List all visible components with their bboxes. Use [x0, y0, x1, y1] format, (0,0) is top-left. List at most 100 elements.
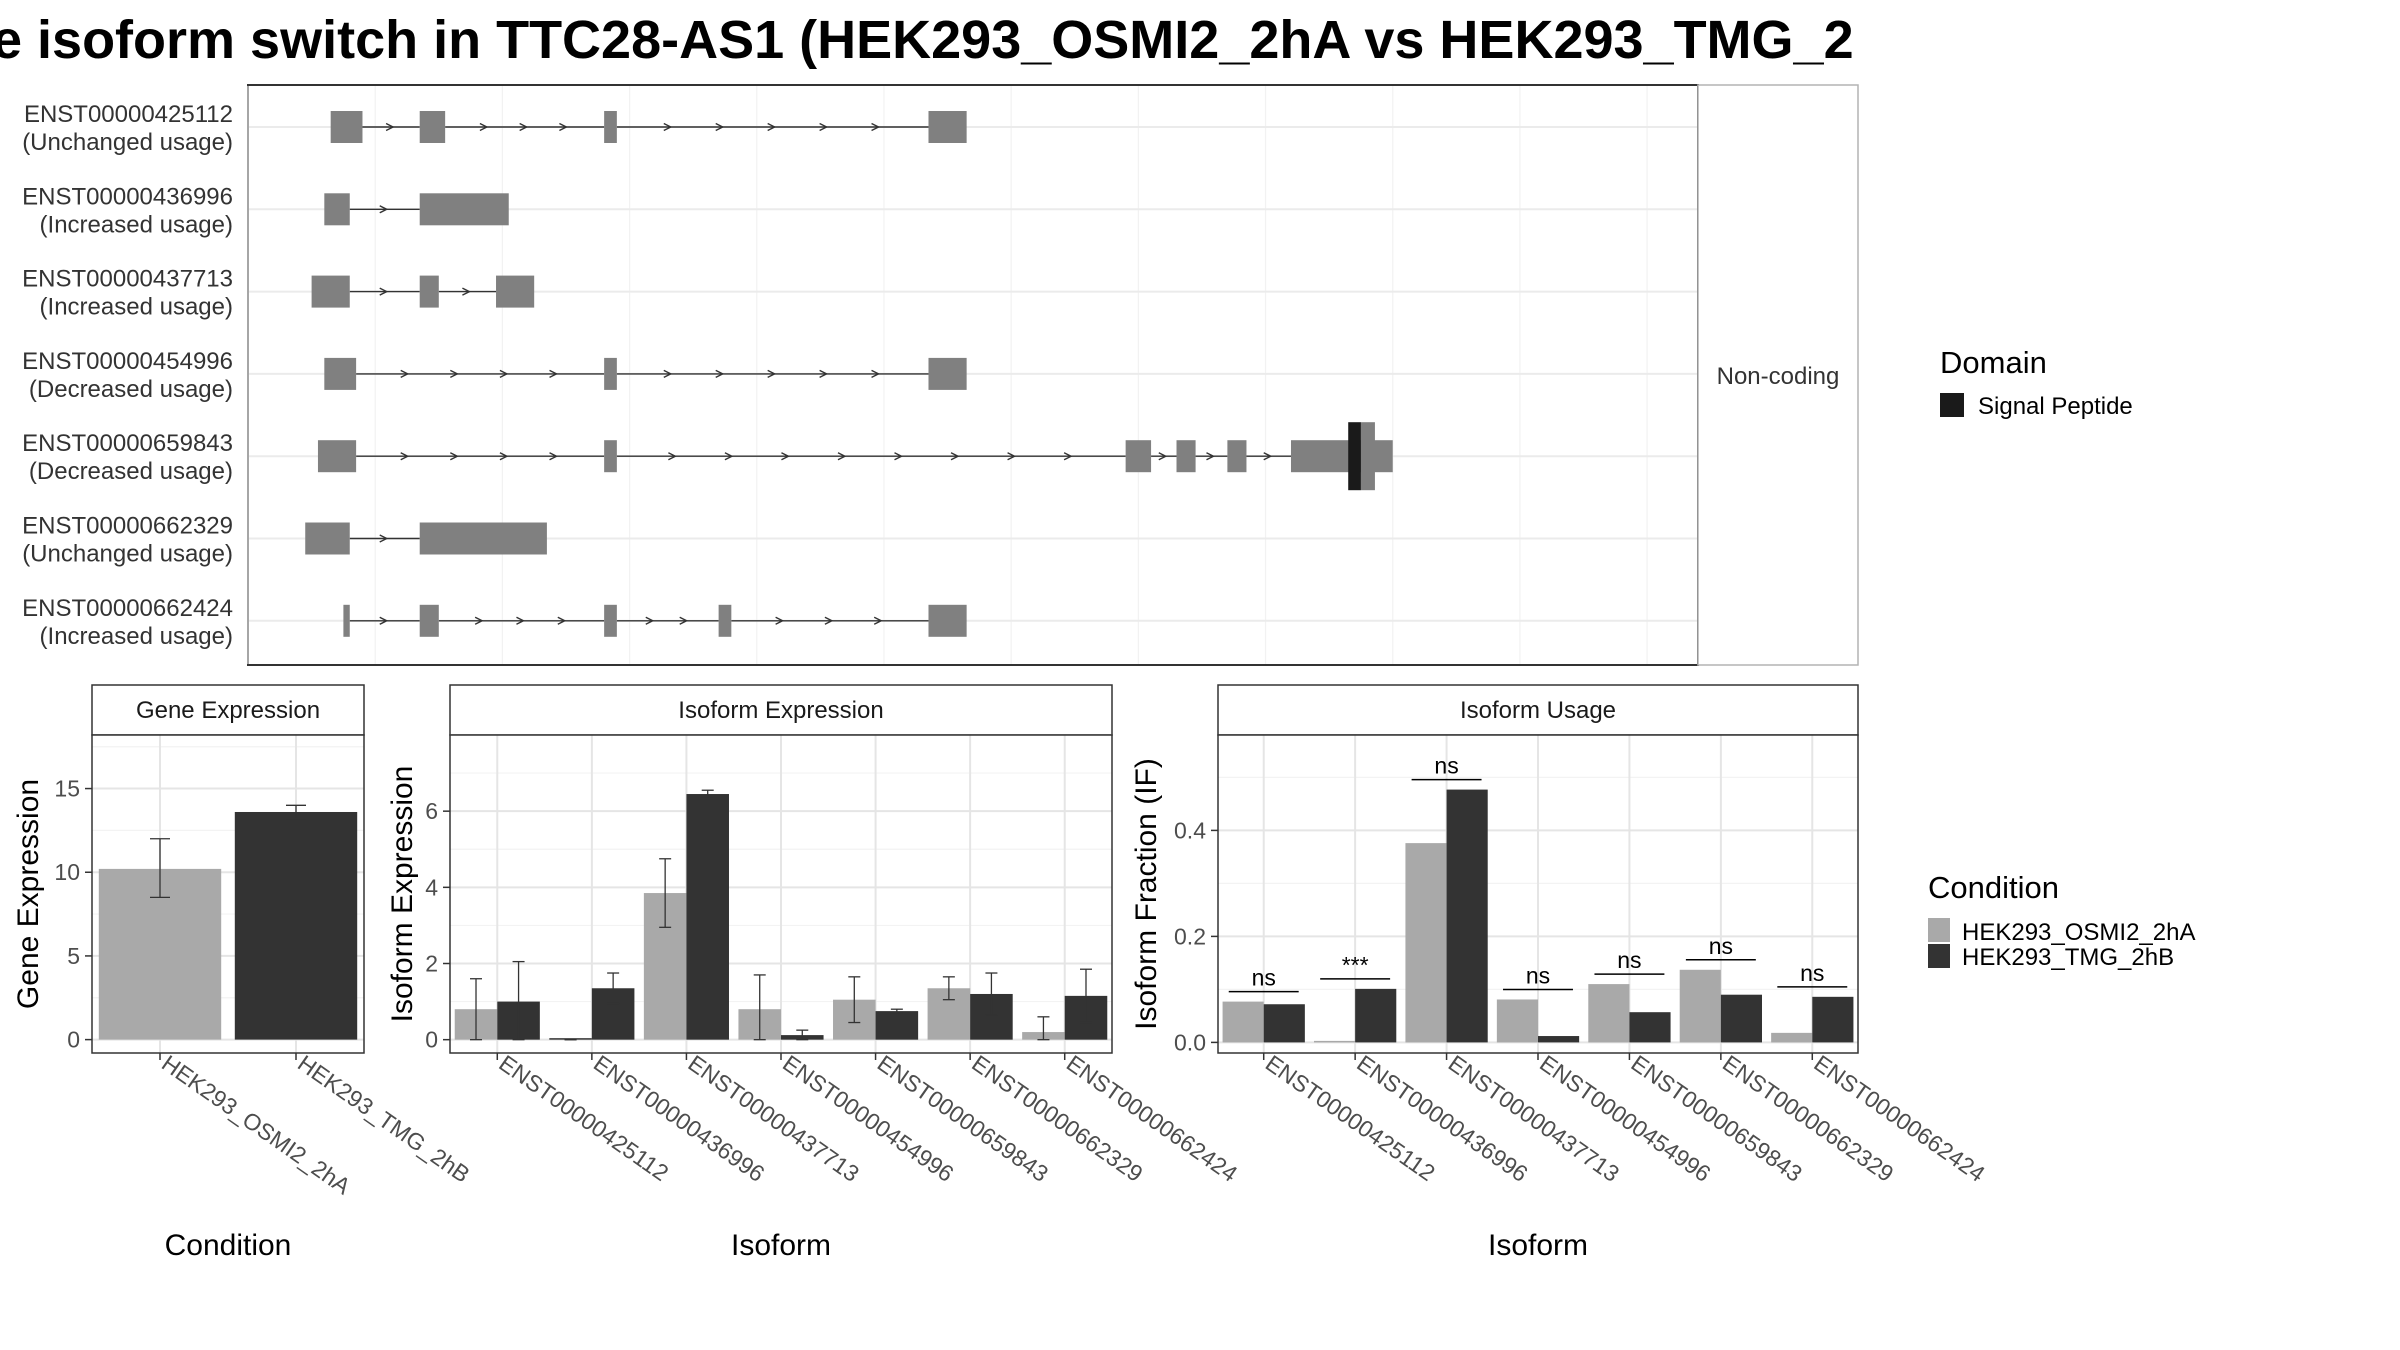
bar-panel-2: Isoform Expression0246ENST00000425112ENS…: [386, 684, 1242, 1262]
intron-arrow: [379, 287, 389, 296]
bar: [1720, 994, 1762, 1043]
x-tick-label: ENST00000437713: [684, 1050, 864, 1187]
intron-arrow: [499, 369, 509, 379]
intron-arrow: [1263, 452, 1273, 461]
error-bar: [150, 838, 170, 898]
bar: [686, 794, 729, 1040]
intron-arrow: [462, 287, 471, 296]
exon: [928, 604, 967, 637]
intron-arrow: [519, 122, 529, 132]
bar: [1263, 1004, 1305, 1043]
exon: [604, 440, 617, 473]
intron-arrow: [819, 122, 829, 132]
exon: [419, 111, 446, 143]
bar: [1588, 984, 1630, 1043]
exon: [419, 604, 439, 637]
bar: [1812, 996, 1854, 1043]
transcript-labels: ENST00000425112(Unchanged usage)ENST0000…: [22, 101, 233, 650]
transcript-usage-label: (Unchanged usage): [22, 129, 233, 156]
intron-arrow: [516, 616, 526, 625]
exon: [317, 440, 357, 473]
panel-strip: [449, 684, 1113, 736]
exon: [1176, 440, 1196, 473]
exon: [324, 357, 357, 390]
significance-label: ns: [1709, 933, 1733, 959]
exon: [604, 357, 617, 390]
error-bar: [607, 972, 620, 1005]
bar: [1355, 988, 1397, 1043]
error-bar: [753, 974, 766, 1041]
bar: [1314, 1040, 1356, 1043]
bar: [1679, 969, 1721, 1043]
transcript-row: [305, 522, 547, 555]
transcript-row: [343, 604, 967, 637]
error-bar: [1037, 1016, 1050, 1041]
intron-arrow: [775, 616, 785, 625]
bar: [1222, 1001, 1264, 1043]
intron-arrow: [871, 369, 881, 379]
intron-arrow: [663, 122, 673, 132]
error-bar: [512, 960, 525, 1041]
transcript-row: [317, 422, 1393, 491]
y-tick-label: 10: [54, 859, 80, 885]
exon: [1227, 440, 1247, 473]
domain-legend-label: Signal Peptide: [1978, 393, 2133, 420]
x-tick-label: ENST00000454996: [778, 1050, 958, 1187]
bar: [1538, 1036, 1580, 1043]
facet-strip: [1697, 84, 1859, 666]
y-tick-label: 4: [425, 874, 438, 900]
intron-arrow: [781, 452, 791, 461]
condition-legend-swatch-2: [1928, 944, 1950, 968]
significance-label: ns: [1434, 753, 1458, 779]
intron-arrow: [668, 452, 677, 461]
error-bar: [796, 1029, 809, 1041]
x-axis-title: Condition: [165, 1229, 292, 1262]
condition-legend-label-1: HEK293_OSMI2_2hA: [1962, 919, 2195, 946]
intron-arrow: [824, 616, 834, 625]
chart-title: e isoform switch in TTC28-AS1 (HEK293_OS…: [0, 10, 1854, 70]
intron-arrow: [767, 122, 777, 132]
intron-arrow: [499, 452, 509, 461]
error-bar: [286, 804, 306, 820]
panel-strip: [91, 684, 365, 736]
bar: [1446, 789, 1488, 1043]
x-tick-label: ENST00000437713: [1444, 1050, 1624, 1187]
transcript-row: [324, 357, 967, 390]
significance-label: ns: [1252, 965, 1276, 991]
domain-signal-peptide: [1348, 422, 1361, 491]
condition-legend-label-2: HEK293_TMG_2hB: [1962, 944, 2174, 971]
exon: [330, 111, 363, 143]
error-bar: [848, 976, 861, 1024]
bar-panel-3: Isoform Usage ns *** ns ns ns ns ns 0.0 0.2 0.4 ENS…: [1130, 684, 1990, 1262]
transcript-usage-label: (Increased usage): [40, 294, 233, 321]
transcript-rows: [305, 111, 1393, 637]
x-axis-title: Isoform: [1488, 1229, 1588, 1262]
transcript-id-label: ENST00000437713: [22, 266, 233, 293]
bar: [1771, 1032, 1813, 1043]
intron-arrow: [679, 616, 689, 625]
intron-arrow: [767, 369, 777, 379]
panel-title: Isoform Expression: [678, 697, 883, 724]
x-tick-label: ENST00000436996: [1352, 1050, 1532, 1187]
exon: [419, 275, 439, 308]
domain-adjacent-exon: [1360, 422, 1375, 491]
exon: [496, 275, 535, 308]
exon: [604, 604, 617, 637]
exon: [928, 357, 967, 390]
facet-label: Non-coding: [1717, 363, 1840, 390]
y-axis-title: Isoform Fraction (IF): [1130, 758, 1163, 1030]
domain-legend-title: Domain: [1940, 345, 2047, 380]
y-axis-title: Gene Expression: [12, 779, 45, 1009]
y-tick-label: 0: [67, 1027, 80, 1053]
significance-label: ns: [1800, 960, 1824, 986]
x-tick-label: ENST00000659843: [873, 1050, 1053, 1187]
panel-title: Isoform Usage: [1460, 697, 1616, 724]
transcript-usage-label: (Decreased usage): [29, 458, 233, 485]
bar: [1629, 1012, 1671, 1043]
intron-arrow: [557, 616, 567, 625]
exon: [305, 522, 350, 555]
bar: [875, 1011, 919, 1040]
exon: [419, 522, 547, 555]
intron-arrow: [379, 534, 389, 543]
x-tick-label: ENST00000425112: [494, 1050, 673, 1186]
